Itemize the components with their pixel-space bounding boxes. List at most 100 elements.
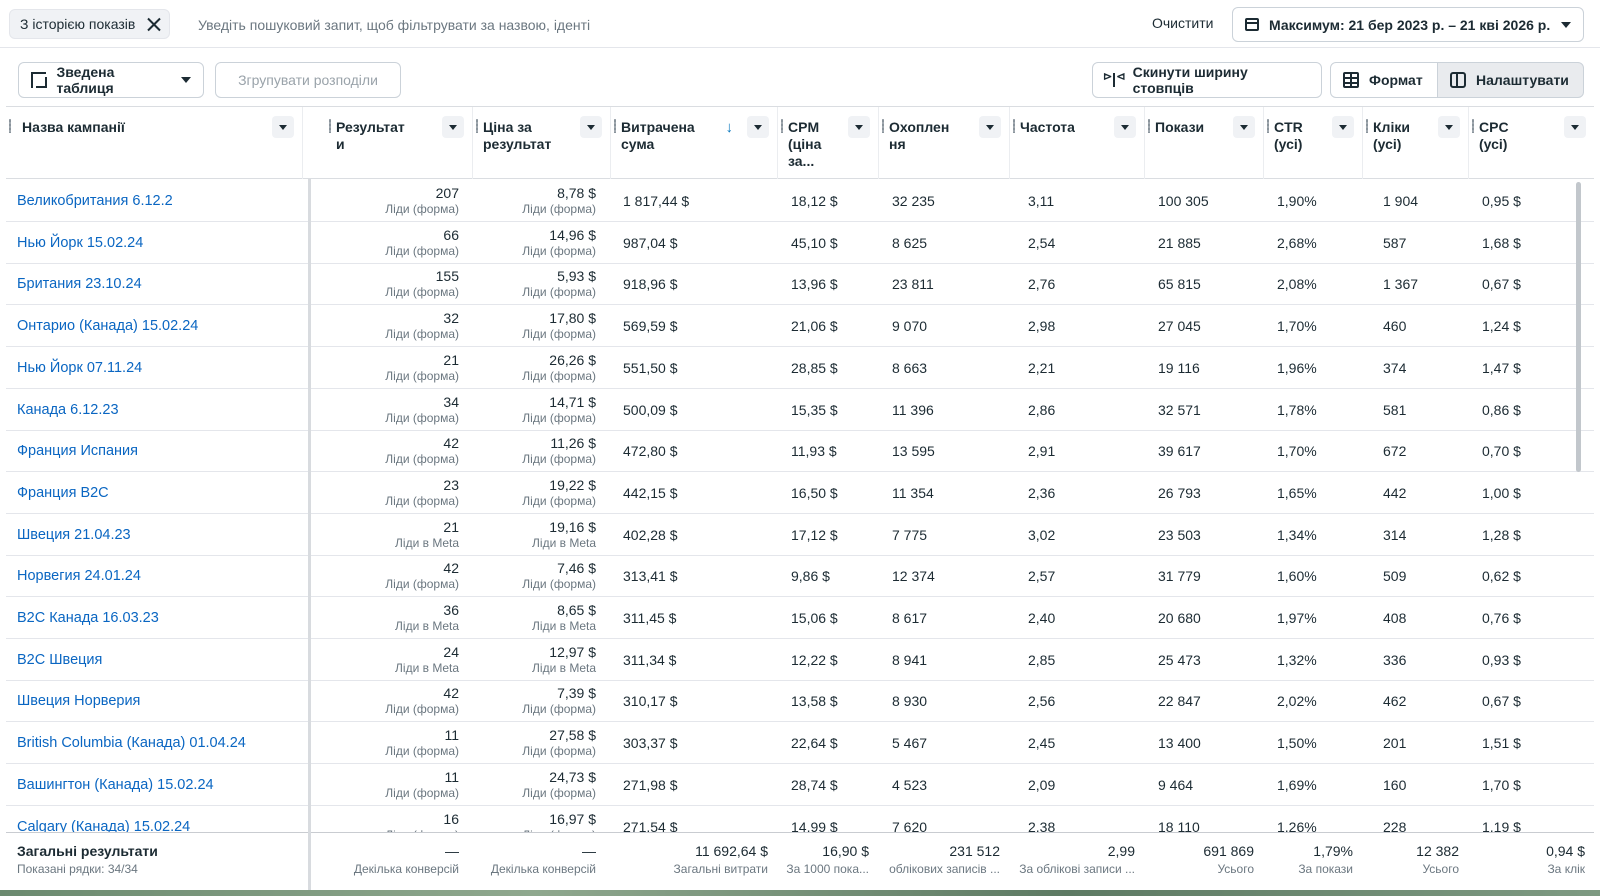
drag-handle-icon[interactable] [476,119,478,133]
column-header-impressions[interactable]: Покази [1145,107,1264,179]
campaign-name-link[interactable]: Великобритания 6.12.2 [17,193,173,209]
campaign-name-link[interactable]: Франция B2C [17,484,109,501]
table-row[interactable]: Великобритания 6.12.2 207 Ліди (форма) 8,78… [6,180,1594,222]
table-row[interactable]: Норвегия 24.01.24 42 Ліди (форма) 7,46 $ Лід… [6,555,1594,598]
drag-handle-icon[interactable] [614,119,616,133]
column-header-clicks[interactable]: Кліки (усі) [1363,107,1469,179]
cell-value: 36 [443,602,459,618]
campaign-name-link[interactable]: Швеция Норверия [17,693,141,710]
column-header-reach[interactable]: Охоплення [879,107,1010,179]
table-row[interactable]: B2C Швеция 24 Ліди в Meta 12,97 $ Ліди в Met… [6,639,1594,681]
column-menu-button[interactable] [272,116,294,138]
group-breakdowns-button[interactable]: Згрупувати розподіли [215,62,401,98]
campaign-name-link[interactable]: Франция Испания [17,443,138,460]
table-row[interactable]: Франция Испания 42 Ліди (форма) 11,26 $ Ліди… [6,430,1594,473]
column-menu-button[interactable] [1332,116,1354,138]
totals-title: Загальні результати [17,843,158,859]
drag-handle-icon[interactable] [9,119,11,133]
table-row[interactable]: Швеция Норверия 42 Ліди (форма) 7,39 $ Ліди … [6,680,1594,723]
column-header-label: Частота [1020,119,1075,135]
campaign-name-link[interactable]: British Columbia (Канада) 01.04.24 [17,735,246,752]
cell-name: Нью Йорк 15.02.24 [6,222,303,264]
campaign-name-link[interactable]: Онтарио (Канада) 15.02.24 [17,318,199,335]
filter-chip[interactable]: З історією показів [9,9,171,39]
cell-results: 24 Ліди в Meta [326,639,459,681]
column-menu-button[interactable] [1564,116,1586,138]
column-header-frequency[interactable]: Частота [1010,107,1145,179]
campaign-name-link[interactable]: Вашингтон (Канада) 15.02.24 [17,776,214,793]
campaign-name-link[interactable]: Нью Йорк 15.02.24 [17,234,144,251]
sort-descending-icon[interactable]: ↓ [725,119,734,136]
drag-handle-icon[interactable] [1148,119,1150,133]
cell-cpr: 7,46 $ Ліди (форма) [473,555,596,597]
search-input[interactable] [198,14,598,36]
cell-cpm: 45,10 $ [791,234,838,251]
campaign-name-link[interactable]: Нью Йорк 07.11.24 [17,359,143,376]
cell-value: 21 [443,351,459,368]
column-menu-button[interactable] [1114,116,1136,138]
vertical-scrollbar[interactable] [1576,182,1581,472]
cell-value: 16 [443,810,459,827]
cell-cpr: 7,39 $ Ліди (форма) [473,680,596,722]
drag-handle-icon[interactable] [1472,119,1474,133]
table-row[interactable]: British Columbia (Канада) 01.04.24 11 Ліди… [6,722,1594,765]
table-row[interactable]: Нью Йорк 07.11.24 21 Ліди (форма) 26,26 $ Лі… [6,347,1594,389]
column-header-amount-spent[interactable]: Витрачена сума ↓ [611,107,778,179]
campaign-name-link[interactable]: Канада 6.12.23 [17,401,119,418]
cell-impr: 32 571 [1158,401,1201,418]
campaign-name-link[interactable]: B2C Швеция [17,651,103,668]
cell-impr: 22 847 [1158,693,1201,710]
column-menu-button[interactable] [747,116,769,138]
column-menu-button[interactable] [442,116,464,138]
column-header-ctr[interactable]: CTR (усі) [1264,107,1363,179]
column-menu-button[interactable] [580,116,602,138]
table-row[interactable]: Канада 6.12.23 34 Ліди (форма) 14,71 $ Ліди … [6,389,1594,431]
cell-spent: 551,50 $ [623,359,678,376]
cell-reach: 8 930 [892,693,928,710]
table-row[interactable]: Вашингтон (Канада) 15.02.24 11 Ліди (форма… [6,764,1594,806]
close-icon[interactable] [147,17,161,31]
cell-impr: 9 464 [1158,776,1194,793]
cell-reach: 5 467 [892,735,928,752]
cell-result-type: Ліди (форма) [385,327,459,342]
table-row[interactable]: Нью Йорк 15.02.24 66 Ліди (форма) 14,96 $ Лі… [6,222,1594,264]
table-row[interactable]: Франция B2C 23 Ліди (форма) 19,22 $ Ліди (фо… [6,472,1594,514]
drag-handle-icon[interactable] [1366,119,1368,133]
column-menu-button[interactable] [1233,116,1255,138]
column-menu-button[interactable] [848,116,870,138]
column-header-label: Результати [336,119,405,152]
table-row[interactable]: B2C Канада 16.03.23 36 Ліди в Meta 8,65 $ Лі… [6,597,1594,639]
date-range-picker[interactable]: Максимум: 21 бер 2023 р. – 21 кві 2026 р… [1232,7,1584,42]
column-menu-button[interactable] [1438,116,1460,138]
campaign-name-link[interactable]: Британия 23.10.24 [17,276,142,293]
drag-handle-icon[interactable] [781,119,783,133]
cell-result-type: Ліди (форма) [385,410,459,425]
clear-button[interactable]: Очистити [1152,15,1214,31]
column-header-campaign-name[interactable]: Назва кампанії [6,107,303,179]
table-row[interactable]: Онтарио (Канада) 15.02.24 32 Ліди (форма) 1… [6,305,1594,348]
campaign-name-link[interactable]: B2C Канада 16.03.23 [17,610,159,626]
column-header-cpm[interactable]: CPM (ціна за... [778,107,879,179]
column-header-results[interactable]: Результати [326,107,473,179]
reset-column-width-button[interactable]: Скинути ширину стовпців [1092,62,1322,98]
table-row[interactable]: Calgary (Канада) 15.02.2416Ліди (форма)1… [6,806,1594,833]
cell-result-type: Ліди в Meta [395,619,459,633]
campaign-name-link[interactable]: Швеция 21.04.23 [17,526,131,543]
table-row[interactable]: Швеция 21.04.23 21 Ліди в Meta 19,16 $ Ліди … [6,514,1594,556]
campaign-name-link[interactable]: Норвегия 24.01.24 [17,568,141,585]
cell-name: Швеция Норверия [6,680,303,722]
drag-handle-icon[interactable] [329,119,331,133]
campaign-name-link[interactable]: Calgary (Канада) 15.02.24 [17,818,191,833]
drag-handle-icon[interactable] [882,119,884,133]
table-row[interactable]: Британия 23.10.24 155 Ліди (форма) 5,93 $ Лі… [6,263,1594,306]
cell-result-type: Ліди (форма) [522,702,596,717]
column-header-cpc[interactable]: CPC (усі) [1469,107,1594,179]
pivot-table-button[interactable]: Зведена таблиця [18,62,204,98]
column-header-cost-per-result[interactable]: Ціна за результат [473,107,611,179]
drag-handle-icon[interactable] [1267,119,1269,133]
frozen-column-divider[interactable] [308,179,311,896]
customize-button[interactable]: Налаштувати [1437,62,1584,98]
drag-handle-icon[interactable] [1013,119,1015,133]
column-menu-button[interactable] [979,116,1001,138]
format-button[interactable]: Формат [1330,62,1438,98]
